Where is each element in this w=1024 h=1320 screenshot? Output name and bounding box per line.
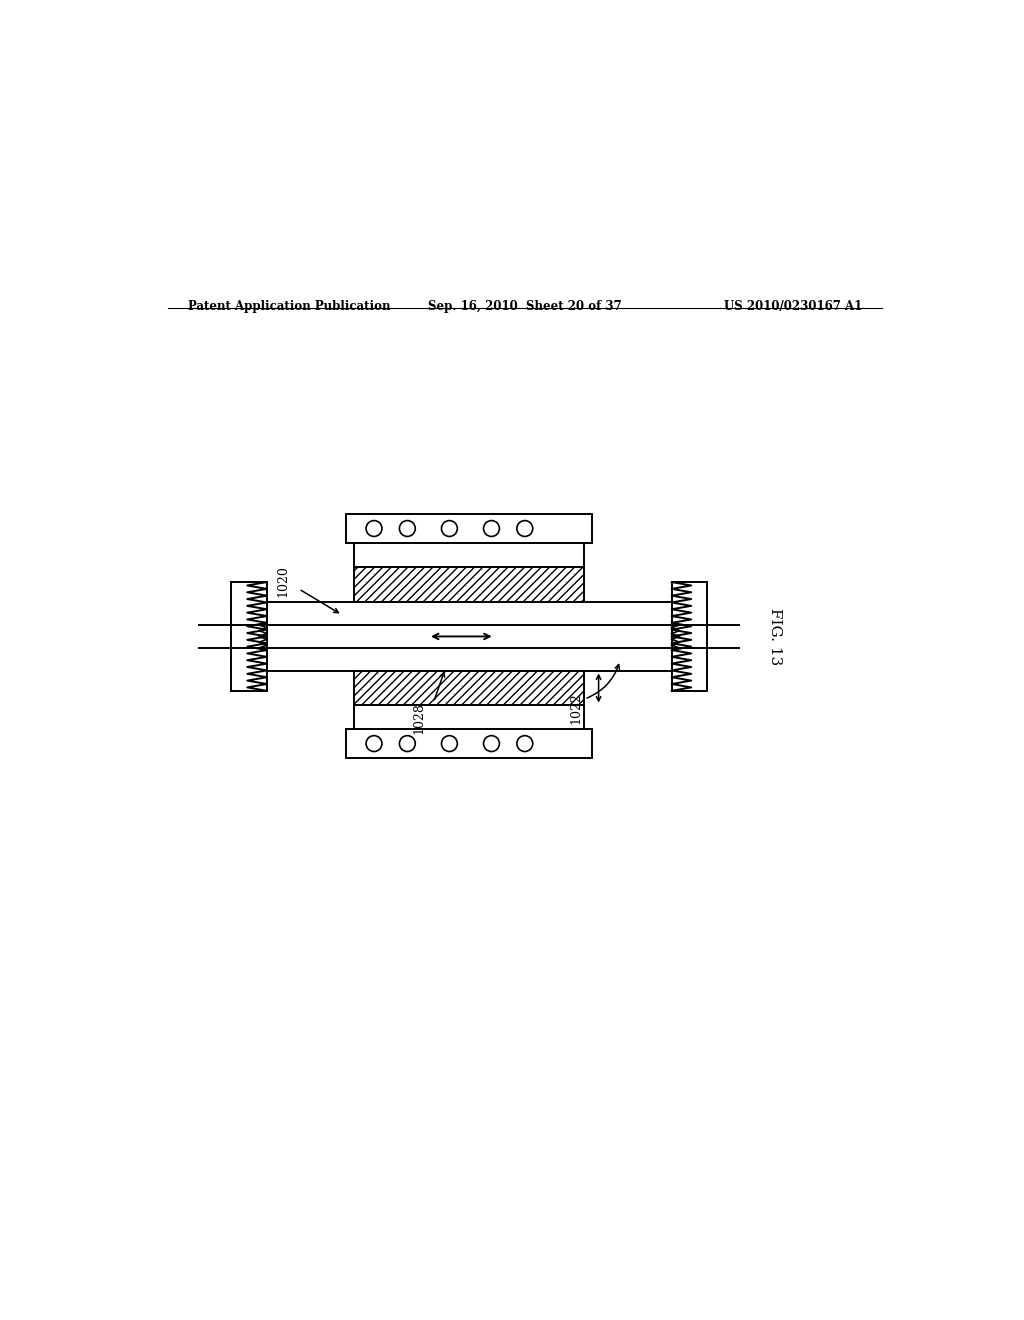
Text: 1022: 1022 — [570, 692, 583, 723]
Bar — [346, 729, 592, 758]
Text: Patent Application Publication: Patent Application Publication — [187, 300, 390, 313]
Text: 1020: 1020 — [276, 565, 289, 597]
Bar — [231, 602, 708, 671]
Text: FIG. 13: FIG. 13 — [768, 607, 781, 665]
Text: Sep. 16, 2010  Sheet 20 of 37: Sep. 16, 2010 Sheet 20 of 37 — [428, 300, 622, 313]
Text: US 2010/0230167 A1: US 2010/0230167 A1 — [724, 300, 862, 313]
Bar — [354, 566, 585, 602]
Bar — [354, 671, 585, 705]
Bar — [346, 515, 592, 543]
Bar — [672, 582, 708, 690]
Bar — [231, 582, 267, 690]
Text: 1028: 1028 — [412, 702, 425, 734]
